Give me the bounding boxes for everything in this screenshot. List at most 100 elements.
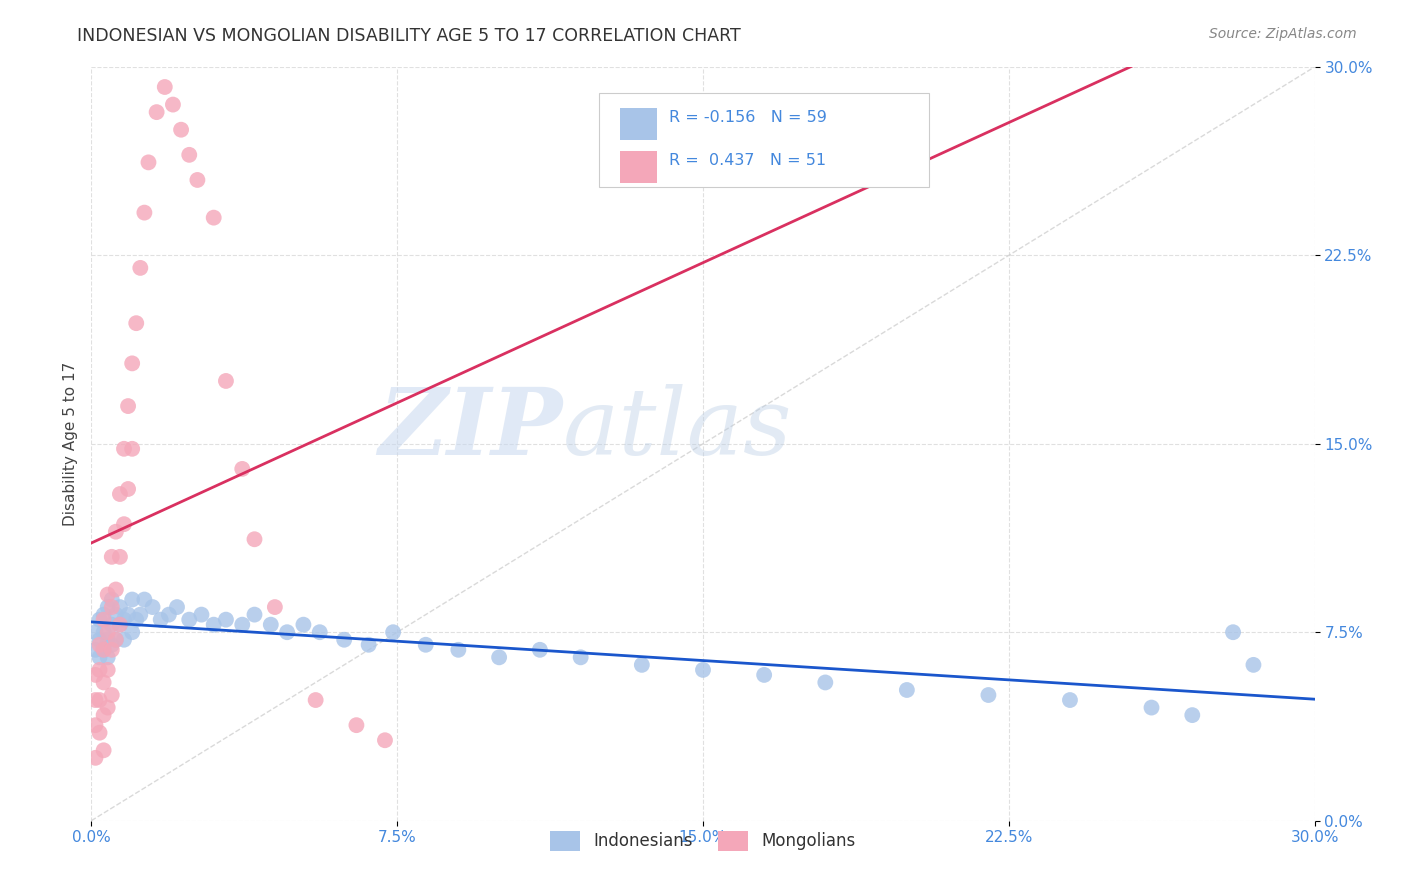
Point — [202, 211, 225, 225]
Point — [112, 517, 135, 532]
Point — [101, 549, 124, 564]
Point — [292, 617, 315, 632]
Bar — [620, 152, 657, 183]
Point — [814, 675, 837, 690]
Point — [104, 607, 127, 622]
Point — [84, 642, 107, 657]
Point — [125, 613, 148, 627]
Point — [104, 524, 127, 539]
Point — [93, 642, 115, 657]
Point — [89, 632, 111, 647]
Point — [108, 617, 131, 632]
Text: R = -0.156   N = 59: R = -0.156 N = 59 — [669, 110, 827, 125]
Point — [190, 607, 212, 622]
Point — [93, 743, 115, 757]
Point — [84, 751, 107, 765]
Point — [977, 688, 1000, 702]
Point — [108, 487, 131, 501]
Point — [93, 675, 115, 690]
Point — [170, 122, 193, 136]
Point — [276, 625, 298, 640]
Point — [97, 600, 120, 615]
Point — [112, 613, 135, 627]
Point — [84, 625, 107, 640]
Point — [97, 700, 120, 714]
Legend: Indonesians, Mongolians: Indonesians, Mongolians — [544, 824, 862, 857]
Point — [243, 607, 266, 622]
Point — [134, 205, 156, 219]
Point — [104, 632, 127, 647]
Point — [121, 356, 143, 370]
Point — [101, 688, 124, 702]
Point — [231, 462, 253, 476]
Point — [145, 105, 167, 120]
Text: atlas: atlas — [562, 384, 792, 474]
Point — [166, 600, 188, 615]
Point — [754, 668, 776, 682]
Text: ZIP: ZIP — [378, 384, 562, 474]
Point — [89, 650, 111, 665]
Point — [104, 582, 127, 597]
Point — [231, 617, 253, 632]
Point — [631, 657, 654, 672]
Point — [162, 97, 184, 112]
Point — [89, 693, 111, 707]
Point — [157, 607, 180, 622]
Text: INDONESIAN VS MONGOLIAN DISABILITY AGE 5 TO 17 CORRELATION CHART: INDONESIAN VS MONGOLIAN DISABILITY AGE 5… — [77, 27, 741, 45]
Point — [134, 592, 156, 607]
Point — [529, 642, 551, 657]
Point — [1181, 708, 1204, 723]
Point — [1140, 700, 1163, 714]
Point — [138, 155, 160, 169]
Point — [93, 607, 115, 622]
Point — [93, 625, 115, 640]
Point — [153, 80, 176, 95]
Point — [84, 718, 107, 732]
Point — [141, 600, 163, 615]
Point — [346, 718, 368, 732]
Point — [121, 625, 143, 640]
Point — [447, 642, 470, 657]
Point — [382, 625, 405, 640]
Point — [202, 617, 225, 632]
Point — [415, 638, 437, 652]
Point — [101, 600, 124, 615]
Point — [101, 642, 124, 657]
Point — [101, 617, 124, 632]
Point — [179, 148, 201, 162]
Point — [108, 600, 131, 615]
Point — [896, 683, 918, 698]
Point — [108, 617, 131, 632]
Point — [93, 708, 115, 723]
Point — [1243, 657, 1265, 672]
Point — [357, 638, 380, 652]
Point — [112, 632, 135, 647]
Point — [129, 607, 152, 622]
Point — [308, 625, 330, 640]
Point — [129, 260, 152, 275]
Point — [112, 442, 135, 456]
Point — [104, 632, 127, 647]
Point — [215, 613, 238, 627]
Point — [97, 588, 120, 602]
Point — [97, 632, 120, 647]
Point — [89, 613, 111, 627]
Point — [89, 638, 111, 652]
Text: Source: ZipAtlas.com: Source: ZipAtlas.com — [1209, 27, 1357, 41]
Point — [93, 642, 115, 657]
Point — [186, 173, 208, 187]
Point — [84, 668, 107, 682]
Point — [374, 733, 396, 747]
Point — [108, 549, 131, 564]
Point — [89, 663, 111, 677]
Point — [97, 625, 120, 640]
Bar — [620, 108, 657, 140]
FancyBboxPatch shape — [599, 94, 929, 187]
Point — [692, 663, 714, 677]
Point — [97, 663, 120, 677]
Point — [117, 399, 139, 413]
Text: R =  0.437   N = 51: R = 0.437 N = 51 — [669, 153, 825, 168]
Y-axis label: Disability Age 5 to 17: Disability Age 5 to 17 — [62, 361, 77, 526]
Point — [117, 482, 139, 496]
Point — [101, 638, 124, 652]
